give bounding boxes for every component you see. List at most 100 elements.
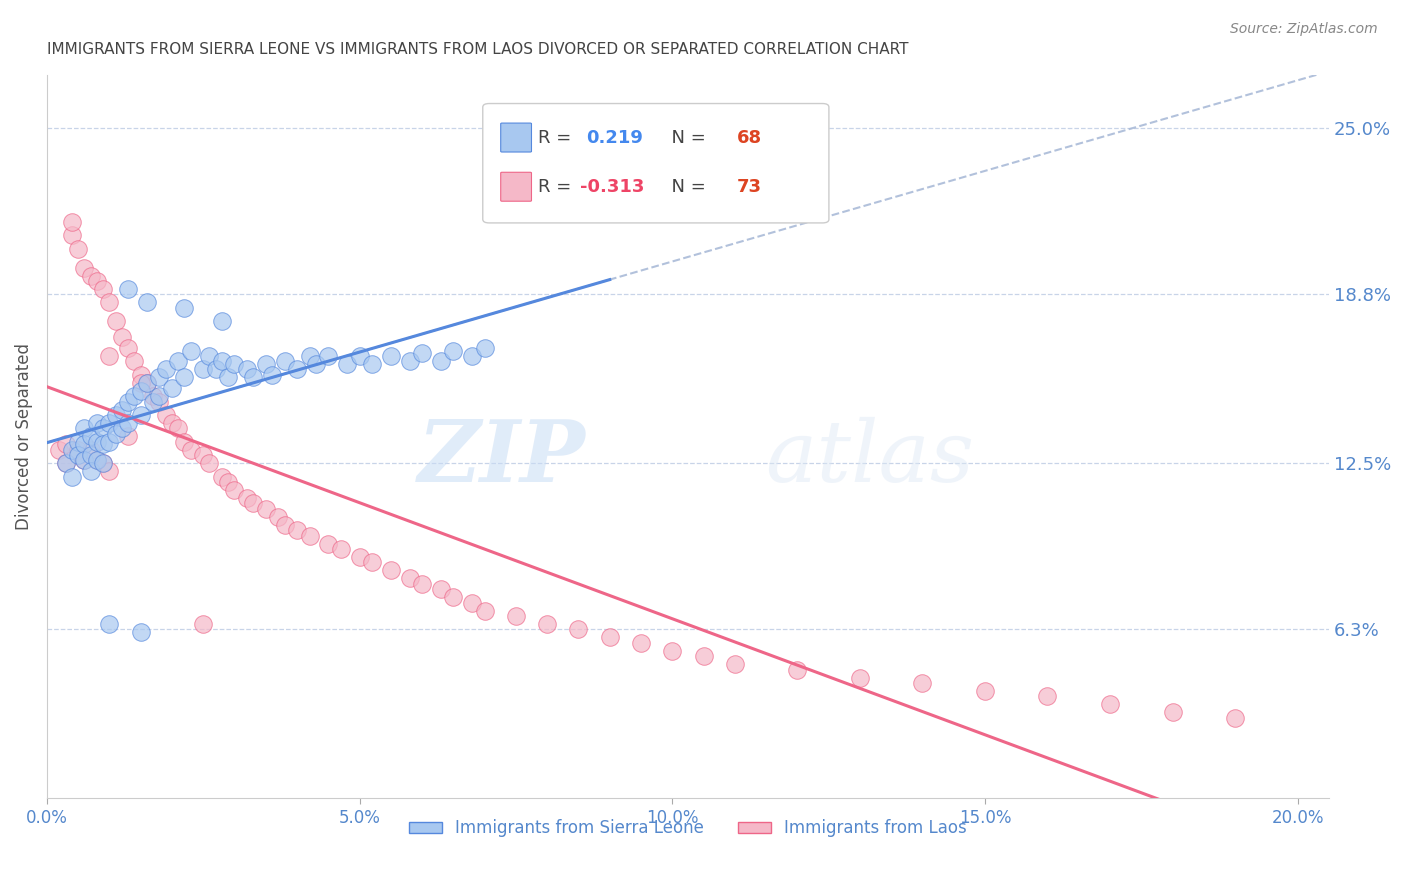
Point bbox=[1036, 690, 1059, 704]
Point bbox=[692, 649, 714, 664]
Text: 68: 68 bbox=[737, 128, 762, 146]
Point bbox=[98, 616, 121, 631]
Point bbox=[104, 408, 127, 422]
Point bbox=[461, 595, 484, 609]
Point bbox=[67, 434, 90, 449]
Point bbox=[536, 616, 558, 631]
Point bbox=[155, 408, 177, 422]
Point bbox=[441, 590, 464, 604]
Point bbox=[211, 354, 233, 368]
Point bbox=[73, 437, 96, 451]
Point bbox=[217, 475, 239, 489]
Text: N =: N = bbox=[659, 128, 711, 146]
Point bbox=[173, 434, 195, 449]
Point bbox=[380, 563, 402, 577]
Point bbox=[129, 368, 152, 382]
Point bbox=[236, 491, 259, 505]
Point bbox=[411, 346, 433, 360]
Point bbox=[361, 555, 384, 569]
Point bbox=[630, 636, 652, 650]
Point bbox=[148, 394, 170, 409]
Text: R =: R = bbox=[538, 178, 576, 195]
Point bbox=[474, 603, 496, 617]
Point bbox=[911, 676, 934, 690]
Point bbox=[111, 402, 134, 417]
Point bbox=[474, 341, 496, 355]
Point bbox=[79, 464, 101, 478]
Point bbox=[661, 644, 683, 658]
Point bbox=[336, 357, 359, 371]
Point bbox=[160, 416, 183, 430]
Y-axis label: Divorced or Separated: Divorced or Separated bbox=[15, 343, 32, 530]
Point bbox=[599, 631, 621, 645]
Point bbox=[124, 389, 146, 403]
Point bbox=[98, 416, 121, 430]
Point bbox=[55, 456, 77, 470]
Point bbox=[361, 357, 384, 371]
Point bbox=[142, 394, 165, 409]
Point bbox=[160, 381, 183, 395]
FancyBboxPatch shape bbox=[501, 172, 531, 202]
Point bbox=[60, 469, 83, 483]
Point bbox=[430, 582, 453, 596]
Point bbox=[136, 376, 159, 390]
Point bbox=[86, 416, 108, 430]
Point bbox=[180, 343, 202, 358]
Point bbox=[73, 453, 96, 467]
Point bbox=[254, 501, 277, 516]
Point bbox=[136, 295, 159, 310]
Point bbox=[129, 625, 152, 640]
Point bbox=[117, 416, 139, 430]
Point bbox=[98, 349, 121, 363]
Point bbox=[461, 349, 484, 363]
Point bbox=[260, 368, 283, 382]
Point bbox=[91, 282, 114, 296]
Point bbox=[236, 362, 259, 376]
Point bbox=[91, 437, 114, 451]
Text: 0.219: 0.219 bbox=[586, 128, 644, 146]
Point bbox=[198, 456, 221, 470]
Text: atlas: atlas bbox=[765, 417, 974, 500]
Point bbox=[411, 576, 433, 591]
Point bbox=[173, 301, 195, 315]
Point bbox=[129, 376, 152, 390]
Text: Source: ZipAtlas.com: Source: ZipAtlas.com bbox=[1230, 22, 1378, 37]
Point bbox=[273, 354, 295, 368]
Point bbox=[285, 362, 308, 376]
Point bbox=[305, 357, 328, 371]
Point bbox=[129, 384, 152, 398]
Point bbox=[142, 389, 165, 403]
Point bbox=[60, 215, 83, 229]
Point bbox=[79, 442, 101, 457]
Point bbox=[349, 549, 371, 564]
Point bbox=[73, 260, 96, 275]
Point bbox=[398, 571, 420, 585]
Point bbox=[117, 429, 139, 443]
Point bbox=[104, 426, 127, 441]
Point bbox=[1098, 698, 1121, 712]
Point bbox=[104, 314, 127, 328]
Point bbox=[60, 228, 83, 243]
Point bbox=[318, 536, 340, 550]
Point bbox=[98, 434, 121, 449]
Point bbox=[173, 370, 195, 384]
Point bbox=[98, 295, 121, 310]
Text: -0.313: -0.313 bbox=[581, 178, 644, 195]
Point bbox=[211, 314, 233, 328]
Point bbox=[298, 528, 321, 542]
Point bbox=[91, 421, 114, 435]
Point bbox=[73, 453, 96, 467]
Point bbox=[786, 663, 808, 677]
Point bbox=[1223, 711, 1246, 725]
Point bbox=[193, 616, 215, 631]
Point bbox=[211, 469, 233, 483]
Point bbox=[849, 671, 872, 685]
Point bbox=[329, 541, 352, 556]
FancyBboxPatch shape bbox=[482, 103, 830, 223]
Point bbox=[193, 362, 215, 376]
Point bbox=[79, 268, 101, 283]
FancyBboxPatch shape bbox=[501, 123, 531, 152]
Point bbox=[441, 343, 464, 358]
Point bbox=[349, 349, 371, 363]
Point bbox=[1161, 706, 1184, 720]
